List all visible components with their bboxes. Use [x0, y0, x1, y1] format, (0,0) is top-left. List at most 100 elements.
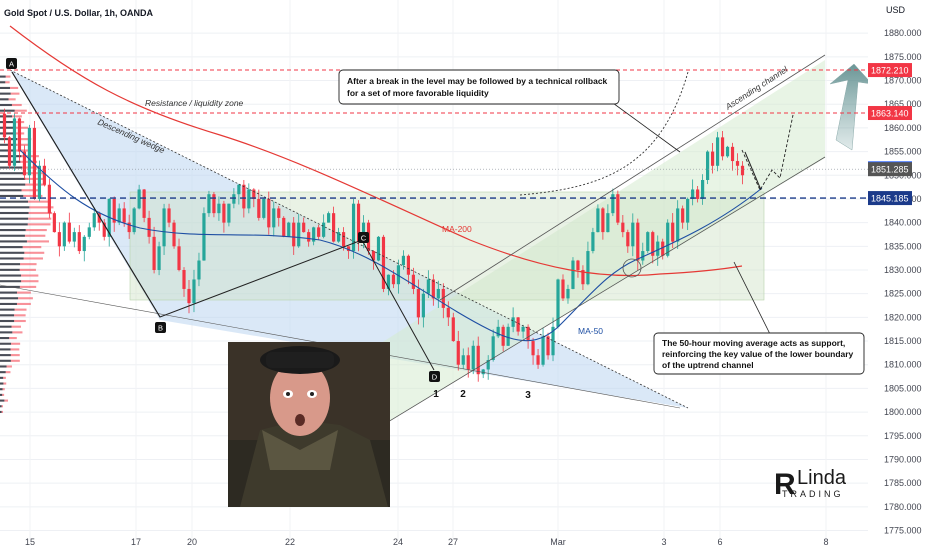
candle-body [187, 288, 191, 304]
volume-profile-bar [1, 410, 3, 414]
wave-3-label: 3 [525, 390, 531, 401]
candle-body [426, 279, 430, 294]
candle-body [37, 165, 41, 199]
price-label-box [868, 191, 912, 206]
volume-profile-bar [0, 257, 24, 260]
candle-body [252, 189, 256, 199]
x-tick-label: 20 [187, 537, 197, 547]
y-tick-label: 1825.000 [884, 289, 922, 299]
candle-body [416, 288, 420, 318]
wave-1-label: 1 [433, 389, 439, 400]
resistance-zone-label: Resistance / liquidity zone [145, 98, 244, 108]
currency-label: USD [886, 5, 906, 15]
wave-2-label: 2 [460, 389, 466, 400]
volume-profile-bar [0, 126, 16, 129]
candle-body [222, 203, 226, 223]
candle-body [715, 137, 720, 166]
volume-profile-bar [10, 359, 20, 362]
x-tick-label: 17 [131, 537, 141, 547]
candle-body [740, 165, 745, 176]
point-d-label: D [432, 373, 438, 382]
price-label-box [868, 162, 912, 177]
x-tick-label: Mar [550, 537, 566, 547]
candle-body [72, 232, 76, 242]
volume-profile-bar [10, 348, 20, 351]
candle-body [631, 222, 635, 247]
candle-body [456, 341, 460, 365]
ma50-line [19, 149, 763, 342]
candle-body [242, 184, 246, 209]
candle-body [551, 326, 555, 356]
time-axis[interactable]: 15 17 20 22 24 27 Mar 3 6 8 [25, 537, 829, 547]
candle-body [516, 317, 520, 332]
volume-profile-bar [0, 211, 29, 215]
candle-body [691, 189, 695, 199]
volume-profile-bar [17, 138, 32, 141]
candle-body [461, 355, 465, 365]
volume-profile-bar [0, 354, 11, 357]
volume-profile-bar [3, 382, 7, 385]
volume-profile-bar [12, 115, 22, 118]
volume-profile-bar [27, 223, 51, 226]
y-tick-label: 1815.000 [884, 336, 922, 346]
ma200-line [9, 25, 743, 277]
volume-profile-bar [0, 75, 6, 78]
callout-top-line1: After a break in the level may be follow… [347, 76, 608, 86]
candle-body [117, 208, 121, 223]
candle-body [451, 317, 455, 342]
candle-body [142, 189, 146, 218]
candle-body [576, 260, 580, 270]
volume-profile-bar [15, 149, 29, 152]
candle-body [267, 198, 271, 228]
candle-body [297, 222, 301, 247]
callout-top: After a break in the level may be follow… [338, 69, 681, 153]
candle-body [526, 326, 530, 342]
y-tick-label: 1855.000 [884, 147, 922, 157]
candle-body [386, 274, 391, 289]
volume-profile-bar [22, 166, 41, 169]
candle-body [686, 198, 690, 223]
point-a-label: A [9, 60, 14, 69]
volume-profile-bar [0, 206, 30, 209]
x-tick-label: 3 [661, 537, 666, 547]
candle-body [57, 232, 61, 247]
price-axis[interactable]: 1775.000 1780.000 1785.000 1790.000 1795.000… [868, 0, 932, 550]
volume-profile-bar [28, 200, 52, 203]
candle-body [182, 270, 186, 289]
volume-profile-bar [0, 132, 14, 135]
candle-body [17, 118, 22, 152]
ma50-label: MA-50 [578, 326, 603, 336]
candle-body [521, 326, 525, 332]
candle-body [102, 222, 106, 237]
volume-profile-bar [0, 393, 3, 396]
volume-profile-bar [28, 217, 52, 220]
rollback-solid [744, 151, 762, 191]
volume-profile-bar [11, 325, 21, 328]
logo-line1: Linda [797, 467, 847, 489]
logo-line2: TRADING [782, 489, 844, 499]
volume-profile-bar [0, 223, 28, 226]
candle-body [92, 213, 96, 228]
candle-body [441, 288, 445, 308]
candle-body [396, 265, 401, 285]
candle-body [641, 251, 645, 261]
volume-profile-bar [5, 371, 11, 374]
volume-profile-bar [2, 393, 5, 396]
y-tick-label: 1785.000 [884, 478, 922, 488]
candle-body [671, 222, 675, 242]
volume-profile-bar [0, 388, 3, 391]
volume-profile-bar [21, 189, 40, 192]
volume-profile-bar [22, 246, 42, 249]
candle-body [506, 326, 510, 346]
point-a-marker: A [6, 58, 17, 69]
volume-profile-bar [0, 291, 18, 294]
candle-body [401, 255, 406, 266]
candle-body [676, 208, 680, 242]
candle-body [307, 232, 311, 242]
volume-profile-bar [19, 285, 37, 288]
candle-body [7, 137, 12, 166]
candle-body [596, 208, 600, 233]
channel-upper-line [439, 54, 826, 301]
